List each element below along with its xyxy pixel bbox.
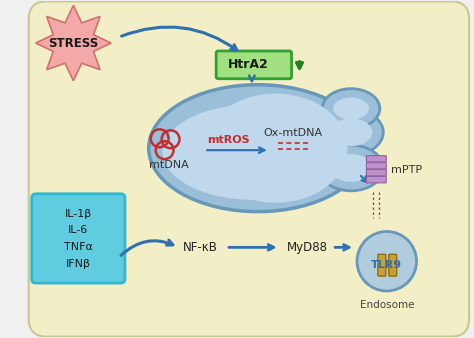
Text: NF-κB: NF-κB: [183, 241, 218, 254]
FancyBboxPatch shape: [366, 163, 386, 169]
Ellipse shape: [330, 154, 373, 182]
Polygon shape: [36, 5, 111, 81]
FancyBboxPatch shape: [378, 254, 386, 276]
Text: STRESS: STRESS: [48, 37, 99, 50]
Text: IL-6: IL-6: [68, 225, 89, 236]
Text: IL-1β: IL-1β: [64, 209, 92, 219]
Text: TLR9: TLR9: [371, 260, 402, 270]
Text: mPTP: mPTP: [391, 165, 422, 175]
Ellipse shape: [322, 89, 380, 128]
FancyBboxPatch shape: [366, 176, 386, 183]
Ellipse shape: [333, 98, 369, 119]
Ellipse shape: [163, 104, 343, 200]
Text: Endosome: Endosome: [359, 300, 414, 310]
FancyBboxPatch shape: [366, 169, 386, 176]
Circle shape: [357, 232, 417, 291]
Text: HtrA2: HtrA2: [228, 58, 268, 71]
Ellipse shape: [330, 118, 373, 146]
Ellipse shape: [319, 145, 383, 191]
FancyBboxPatch shape: [389, 254, 397, 276]
Text: mtDNA: mtDNA: [149, 160, 189, 170]
FancyBboxPatch shape: [216, 51, 292, 79]
Ellipse shape: [204, 94, 347, 203]
Text: mtROS: mtROS: [207, 135, 249, 145]
Text: MyD88: MyD88: [287, 241, 328, 254]
Ellipse shape: [319, 110, 383, 155]
Text: Ox-mtDNA: Ox-mtDNA: [263, 128, 322, 138]
FancyBboxPatch shape: [366, 155, 386, 162]
FancyBboxPatch shape: [32, 194, 125, 283]
Ellipse shape: [149, 85, 367, 212]
FancyBboxPatch shape: [29, 1, 469, 337]
Text: IFNβ: IFNβ: [66, 259, 91, 269]
Text: TNFα: TNFα: [64, 242, 93, 252]
